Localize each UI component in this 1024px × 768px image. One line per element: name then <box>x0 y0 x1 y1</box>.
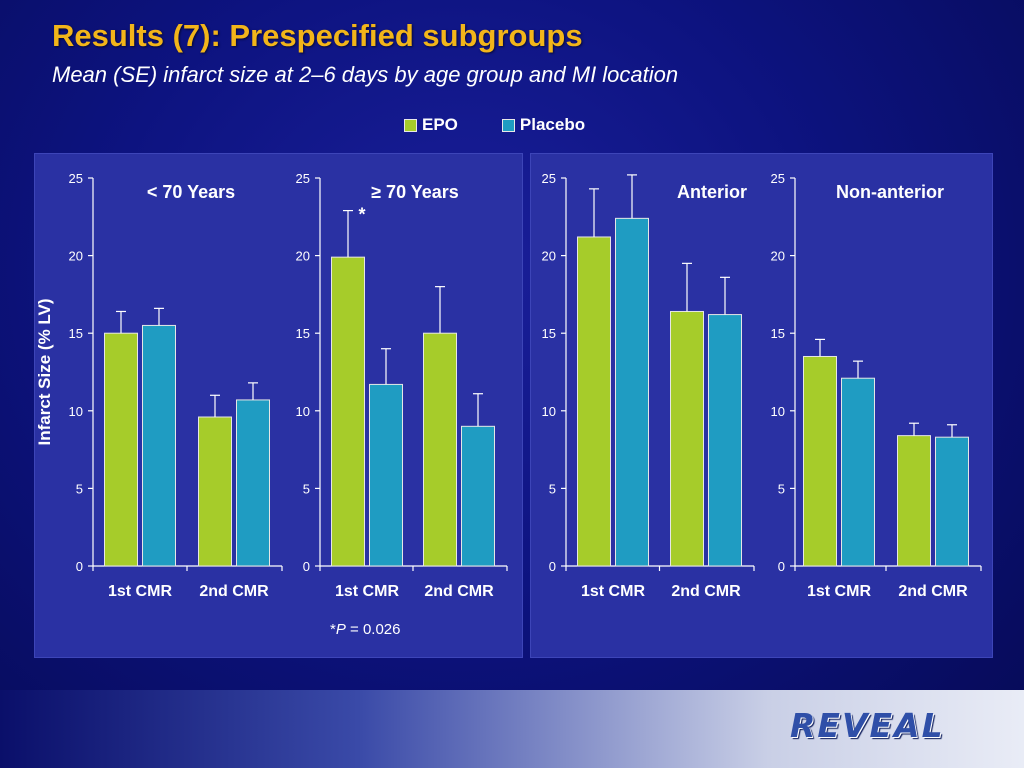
y-tick-label: 25 <box>69 171 83 186</box>
legend-label-placebo: Placebo <box>519 115 586 134</box>
bar-placebo <box>708 314 742 567</box>
x-category-label: 2nd CMR <box>424 583 494 600</box>
footnote-prefix: * <box>330 621 336 638</box>
y-tick-label: 15 <box>296 326 310 341</box>
y-tick-label: 15 <box>542 326 556 341</box>
chart-title: ≥ 70 Years <box>371 182 459 202</box>
p-value-footnote: *P = 0.026 <box>330 621 401 638</box>
bar-placebo <box>461 425 495 567</box>
slide-title: Results (7): Prespecified subgroups <box>52 18 583 53</box>
y-tick-label: 0 <box>76 559 83 574</box>
y-tick-label: 15 <box>69 326 83 341</box>
bar-epo <box>577 236 611 567</box>
footnote-p: P <box>335 621 346 638</box>
x-category-label: 1st CMR <box>108 583 172 600</box>
bar-placebo <box>935 436 969 567</box>
y-tick-label: 10 <box>69 404 83 419</box>
legend-item-placebo: Placebo <box>501 115 586 135</box>
y-tick-label: 10 <box>542 404 556 419</box>
y-tick-label: 5 <box>549 481 556 496</box>
bar-epo <box>104 332 138 567</box>
bar-epo <box>897 435 931 567</box>
y-tick-label: 25 <box>771 171 785 186</box>
significance-marker: * <box>358 205 365 225</box>
y-tick-label: 25 <box>542 171 556 186</box>
x-category-label: 1st CMR <box>807 583 871 600</box>
y-tick-label: 5 <box>778 481 785 496</box>
bar-epo <box>423 332 457 567</box>
x-category-label: 1st CMR <box>335 583 399 600</box>
legend-swatch-placebo <box>501 118 515 132</box>
bar-epo <box>670 310 704 567</box>
y-tick-label: 20 <box>771 249 785 264</box>
bar-placebo <box>142 324 176 567</box>
y-tick-label: 20 <box>69 249 83 264</box>
legend-label-epo: EPO <box>422 115 458 134</box>
y-tick-label: 0 <box>778 559 785 574</box>
y-tick-label: 10 <box>296 404 310 419</box>
footer-band <box>0 690 1024 768</box>
bar-epo <box>198 416 232 567</box>
reveal-logo: REVEAL <box>790 706 945 745</box>
x-category-label: 2nd CMR <box>898 583 968 600</box>
chart-title: Anterior <box>677 182 747 202</box>
y-tick-label: 0 <box>303 559 310 574</box>
y-tick-label: 5 <box>303 481 310 496</box>
bar-epo <box>803 355 837 567</box>
footnote-suffix: = 0.026 <box>345 621 401 638</box>
chart-legend: EPO Placebo <box>404 114 629 136</box>
y-tick-label: 5 <box>76 481 83 496</box>
legend-item-epo: EPO <box>404 115 458 135</box>
bar-epo <box>331 256 365 567</box>
y-tick-label: 10 <box>771 404 785 419</box>
chart-title: < 70 Years <box>147 182 235 202</box>
bar-placebo <box>615 217 649 567</box>
bar-placebo <box>369 383 403 567</box>
y-tick-label: 20 <box>296 249 310 264</box>
bar-placebo <box>236 399 270 567</box>
x-category-label: 2nd CMR <box>671 583 741 600</box>
x-category-label: 1st CMR <box>581 583 645 600</box>
chart-title: Non-anterior <box>836 182 944 202</box>
bar-placebo <box>841 377 875 567</box>
y-axis-label: Infarct Size (% LV) <box>35 298 54 445</box>
legend-swatch-epo <box>404 118 417 132</box>
y-tick-label: 15 <box>771 326 785 341</box>
y-tick-label: 20 <box>542 249 556 264</box>
slide-subtitle: Mean (SE) infarct size at 2–6 days by ag… <box>52 62 679 87</box>
x-category-label: 2nd CMR <box>199 583 269 600</box>
y-tick-label: 25 <box>296 171 310 186</box>
y-tick-label: 0 <box>549 559 556 574</box>
